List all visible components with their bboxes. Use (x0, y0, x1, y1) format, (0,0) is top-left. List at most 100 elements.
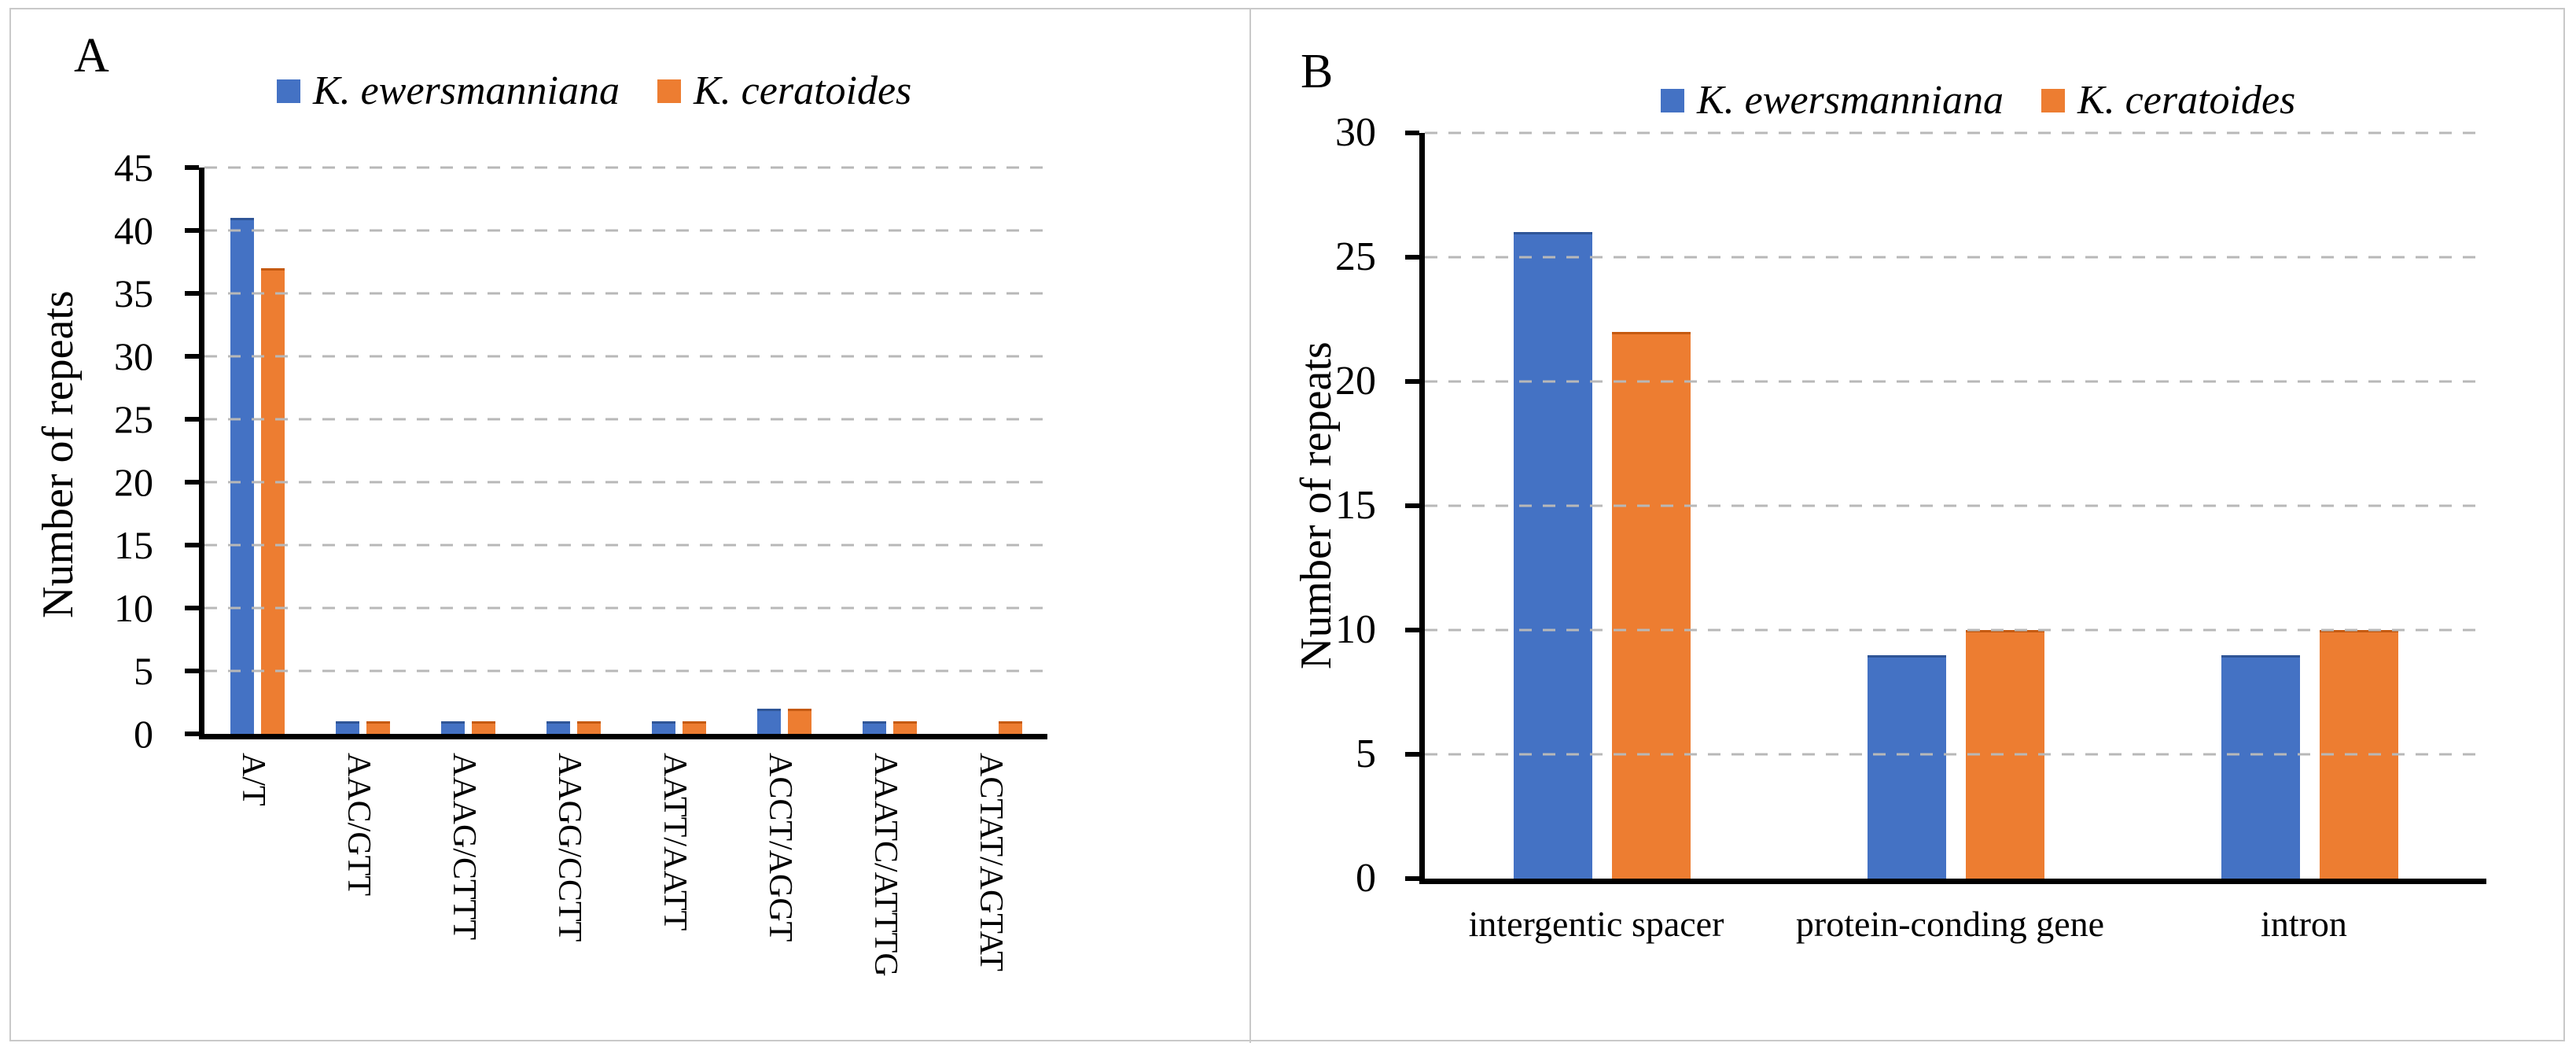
y-tick-mark (185, 290, 199, 296)
gridline (204, 229, 1047, 232)
bar (2221, 654, 2300, 879)
x-tick-label-text: ACTAT/AGTAT (973, 753, 1009, 971)
legend-swatch-blue-icon (277, 79, 300, 103)
x-tick-label: intergentic spacer (1468, 904, 1724, 944)
panel-b-x-tick-labels: intergentic spacer protein-conding gene in… (1419, 903, 2481, 958)
panel-divider (1249, 8, 1251, 1043)
y-tick-mark (1405, 131, 1419, 135)
panel-a-legend: K. ewersmanniana K. ceratoides (277, 68, 911, 114)
y-tick-label: 10 (1335, 606, 1376, 652)
y-tick-mark (1405, 378, 1419, 384)
x-tick-label: ACTAT/AGTAT (937, 753, 1042, 989)
y-tick-label: 25 (1335, 234, 1376, 279)
y-tick-label: 20 (1335, 358, 1376, 404)
bar-group (415, 168, 521, 734)
panel-b-label: B (1301, 45, 1334, 98)
x-tick-label-text: A/T (235, 753, 271, 806)
panel-a-bars (204, 168, 1047, 734)
legend-item-ewersmanniana: K. ewersmanniana (1661, 77, 2004, 123)
y-tick-mark (1405, 876, 1419, 881)
bar-group (626, 168, 731, 734)
y-tick-mark (185, 543, 199, 547)
y-tick-label: 40 (114, 208, 153, 252)
x-tick-label: ACCT/AGGT (726, 753, 831, 989)
y-tick-mark (1405, 627, 1419, 632)
y-tick-label: 5 (134, 648, 153, 693)
y-tick-label: 10 (114, 586, 153, 630)
x-tick-label-text: AATT/AATT (657, 753, 693, 931)
x-tick-label: AAAG/CTTT (410, 753, 515, 989)
panel-b-y-tick-labels: 0 5 10 15 20 25 30 (1254, 112, 1376, 899)
x-tick-label-text: AAC/GTT (340, 753, 377, 896)
bar (471, 721, 495, 734)
figure-border (9, 8, 2565, 1041)
gridline (1425, 504, 2486, 507)
y-tick-label: 20 (114, 460, 153, 504)
panel-a-y-tick-labels: 0 5 10 15 20 25 30 35 40 45 (43, 148, 153, 754)
legend-item-ceratoides: K. ceratoides (657, 68, 911, 114)
x-tick-label: AAC/GTT (304, 753, 410, 989)
y-tick-mark (185, 732, 199, 736)
bar (787, 709, 811, 734)
gridline (204, 544, 1047, 547)
x-tick-label: intron (2261, 904, 2347, 944)
x-tick-label-text: AAGG/CCTT (551, 753, 587, 942)
bar (651, 721, 675, 734)
gridline (204, 481, 1047, 484)
bar (1867, 654, 1946, 879)
y-tick-mark (185, 354, 199, 359)
legend-label: K. ewersmanniana (313, 68, 620, 113)
x-tick-label-text: ACCT/AGGT (762, 753, 798, 942)
y-tick-mark (185, 668, 199, 673)
gridline (1425, 380, 2486, 383)
gridline (1425, 131, 2486, 135)
bar (335, 721, 359, 734)
y-tick-mark (1405, 503, 1419, 508)
bar (260, 268, 285, 734)
x-tick-label: A/T (199, 753, 304, 989)
bar (682, 721, 706, 734)
panel-b-bars (1425, 133, 2486, 879)
bar-group (1425, 133, 1779, 879)
legend-swatch-orange-icon (657, 79, 681, 103)
gridline (204, 166, 1047, 169)
gridline (1425, 256, 2486, 259)
y-tick-label: 25 (114, 396, 153, 441)
bar (756, 709, 781, 734)
gridline (204, 669, 1047, 673)
x-tick-label: AAGG/CCTT (515, 753, 620, 989)
bar (1611, 331, 1691, 879)
bar-group (310, 168, 415, 734)
y-tick-mark (1405, 752, 1419, 757)
y-tick-label: 15 (1335, 483, 1376, 528)
x-tick-label: protein-conding gene (1795, 904, 2105, 944)
legend-label: K. ewersmanniana (1697, 78, 2004, 123)
legend-swatch-blue-icon (1661, 88, 1684, 112)
bar (576, 721, 601, 734)
panel-b-legend: K. ewersmanniana K. ceratoides (1661, 77, 2295, 123)
y-tick-label: 0 (134, 712, 153, 756)
legend-label: K. ceratoides (694, 68, 912, 113)
x-tick-label-text: AAATC/ATTTG (867, 753, 903, 977)
bar-group (204, 168, 310, 734)
panel-a-plot-area (185, 165, 1047, 739)
y-tick-mark (185, 606, 199, 610)
y-tick-mark (1405, 254, 1419, 260)
y-tick-mark (185, 165, 199, 170)
y-tick-label: 15 (114, 523, 153, 567)
legend-item-ewersmanniana: K. ewersmanniana (277, 68, 620, 114)
y-tick-mark (185, 480, 199, 485)
panel-a-label: A (74, 29, 109, 83)
x-tick-label: AATT/AATT (620, 753, 726, 989)
bar-group (942, 168, 1047, 734)
bar (546, 721, 570, 734)
gridline (204, 418, 1047, 421)
bar (366, 721, 390, 734)
panel-a-x-tick-labels: A/T AAC/GTT AAAG/CTTT AAGG/CCTT AATT/AATT ACC… (199, 753, 1042, 989)
bar (1513, 232, 1592, 879)
bar (862, 721, 886, 734)
bar-group (837, 168, 942, 734)
bar (892, 721, 917, 734)
bar (230, 218, 254, 734)
